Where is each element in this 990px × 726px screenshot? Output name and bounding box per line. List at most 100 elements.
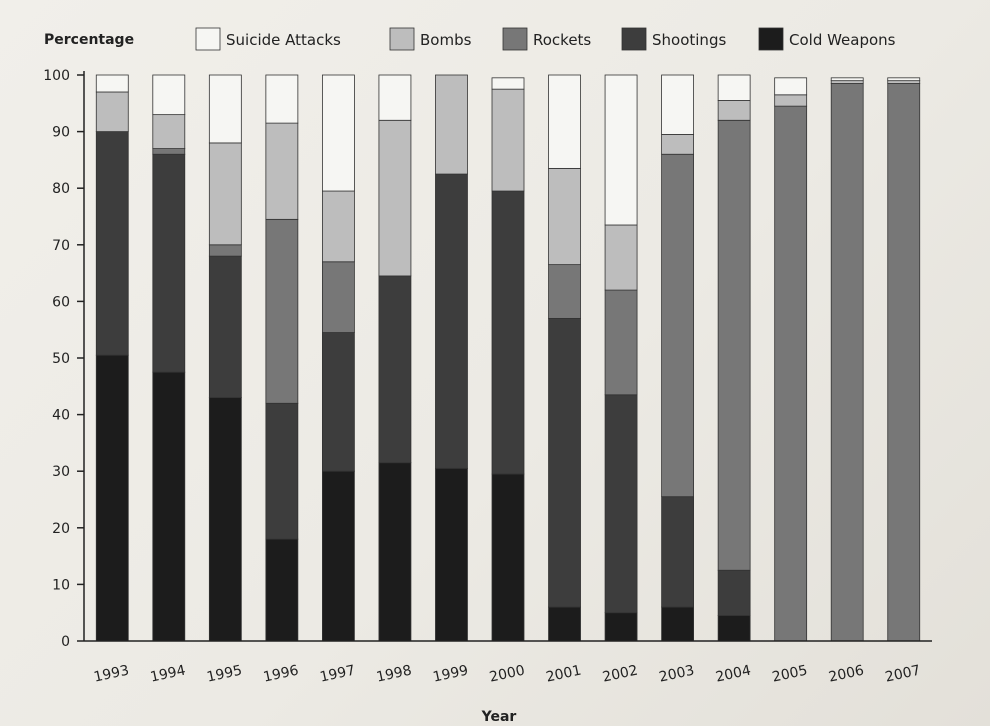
legend-swatch — [502, 27, 528, 51]
bar-segment — [435, 74, 468, 175]
bar-segment — [661, 134, 694, 155]
bar-stack-2002 — [604, 74, 638, 642]
bar-segment — [378, 119, 412, 277]
bar-segment — [774, 77, 808, 96]
x-tick-label: 1995 — [205, 663, 243, 686]
bar-segment — [661, 153, 694, 498]
y-axis-title: Percentage — [44, 32, 134, 48]
x-tick-label: 1993 — [92, 663, 130, 686]
y-tick-label: 90 — [52, 125, 70, 141]
legend: Suicide Attacks Bombs Rockets Shootings Cold… — [195, 27, 896, 51]
x-tick-label: 2000 — [488, 663, 526, 686]
bar-segment — [321, 332, 355, 472]
bar-segment — [717, 119, 751, 571]
bar-stack-2007 — [887, 77, 921, 642]
bar-segment — [830, 80, 864, 84]
bar-segment — [604, 612, 638, 642]
x-tick-label: 2004 — [714, 663, 752, 686]
x-tick-label: 2005 — [771, 663, 809, 686]
bar-stack-1994 — [152, 74, 186, 642]
y-axis: 0 10 20 30 40 50 60 70 80 90 100 — [43, 68, 85, 650]
y-tick-label: 60 — [52, 294, 70, 310]
bar-segment — [265, 402, 299, 540]
bar-segment — [491, 77, 525, 90]
bar-stack-1995 — [208, 74, 242, 642]
y-tick-label: 10 — [52, 577, 70, 593]
bar-segment — [491, 88, 525, 192]
bar-segment — [152, 371, 186, 642]
bar-segment — [208, 397, 242, 642]
bar-segment — [435, 467, 468, 642]
bar-segment — [830, 83, 864, 642]
y-tick-label: 0 — [61, 634, 70, 650]
y-tick-label: 50 — [52, 351, 70, 367]
bar-segment — [774, 94, 808, 107]
bar-segment — [548, 317, 581, 608]
bar-segment — [604, 224, 638, 291]
x-tick-label: 1997 — [318, 663, 356, 686]
legend-label: Bombs — [420, 31, 472, 49]
legend-label: Rockets — [533, 31, 591, 49]
x-axis: 1993 1994 1995 1996 1997 1998 1999 2000 2001 2002… — [84, 640, 932, 686]
bar-segment — [717, 74, 751, 101]
bar-segment — [435, 173, 468, 469]
bar-segment — [152, 74, 186, 116]
x-axis-title: Year — [481, 709, 517, 725]
x-tick-label: 2007 — [884, 663, 922, 686]
bar-segment — [265, 538, 299, 642]
bar-segment — [95, 91, 129, 133]
bar-segment — [208, 142, 242, 246]
x-tick-label: 1999 — [432, 663, 470, 686]
bar-stack-2000 — [491, 77, 525, 642]
bar-segment — [95, 354, 129, 642]
bar-segment — [491, 190, 525, 475]
bar-stack-1998 — [378, 74, 412, 642]
bar-segment — [548, 167, 581, 266]
bar-segment — [717, 100, 751, 121]
bar-segment — [208, 244, 242, 257]
bar-segment — [378, 462, 412, 642]
x-tick-label: 1994 — [149, 663, 187, 686]
bar-segment — [265, 74, 299, 124]
y-tick-label: 70 — [52, 238, 70, 254]
bars — [95, 74, 921, 642]
bar-segment — [321, 470, 355, 642]
bar-stack-1993 — [95, 74, 129, 642]
bar-stack-2003 — [661, 74, 694, 642]
bar-segment — [887, 80, 921, 84]
x-tick-label: 2001 — [545, 663, 583, 686]
bar-segment — [661, 74, 694, 135]
bar-segment — [604, 289, 638, 396]
bar-segment — [717, 615, 751, 642]
bar-segment — [887, 77, 921, 82]
bar-segment — [208, 74, 242, 144]
bar-segment — [265, 122, 299, 220]
bar-segment — [95, 131, 129, 356]
bar-segment — [321, 190, 355, 263]
bar-stack-2006 — [830, 77, 864, 642]
bar-segment — [774, 105, 808, 642]
bar-segment — [265, 218, 299, 404]
bar-segment — [378, 275, 412, 464]
bar-segment — [548, 606, 581, 642]
bar-stack-1999 — [435, 74, 468, 642]
bar-segment — [604, 394, 638, 614]
bar-segment — [717, 569, 751, 616]
bar-segment — [378, 74, 412, 121]
legend-swatch — [758, 27, 784, 51]
bar-segment — [661, 496, 694, 608]
bar-segment — [152, 148, 186, 155]
legend-label: Shootings — [652, 31, 726, 49]
x-tick-label: 1998 — [375, 663, 413, 686]
bar-stack-1996 — [265, 74, 299, 642]
bar-segment — [208, 255, 242, 399]
bar-segment — [548, 264, 581, 319]
bar-segment — [661, 606, 694, 642]
bar-stack-2005 — [774, 77, 808, 642]
x-tick-label: 2003 — [658, 663, 696, 686]
y-tick-label: 100 — [43, 68, 70, 84]
y-tick-label: 30 — [52, 464, 70, 480]
bar-segment — [321, 261, 355, 333]
